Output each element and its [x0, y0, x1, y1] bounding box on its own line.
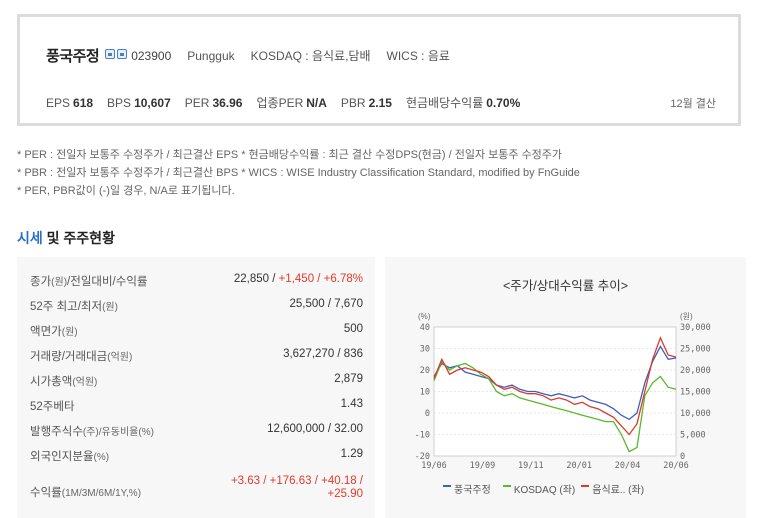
- metric-eps: EPS 618: [46, 96, 94, 110]
- company-name: 풍국주정: [46, 48, 100, 65]
- y-right-tick-label: 0: [680, 452, 685, 462]
- english-name: Pungguk: [187, 48, 235, 63]
- chart-title: <주가/상대수익률 추이>: [502, 279, 629, 293]
- section-title-rest: 및 주주현황: [46, 230, 115, 246]
- x-tick-label: 20/01: [566, 461, 592, 471]
- wics-sector: WICS : 음료: [386, 49, 450, 63]
- company-summary-box: 풍국주정 023900 Pungguk KOSDAQ : 음식료,담배 WICS…: [17, 14, 741, 126]
- table-row-returns: 수익률(1M/3M/6M/1Y,%) +3.63 / +176.63 / +40…: [30, 475, 363, 500]
- legend-swatch: [502, 484, 511, 487]
- x-tick-label: 19/11: [518, 461, 544, 471]
- legend-label: KOSDAQ (좌): [513, 485, 576, 496]
- y-left-tick-label: 30: [420, 345, 430, 355]
- market-data-table: 종가(원)/전일대비/수익률 22,850 / +1,450 / +6.78% …: [17, 257, 375, 518]
- footnote-pbr: * PBR : 전일자 보통주 수정주가 / 최근결산 BPS * WICS :…: [17, 167, 580, 179]
- y-right-tick-label: 20,000: [680, 366, 711, 376]
- legend-swatch: [443, 484, 451, 487]
- footnotes: * PER : 전일자 보통주 수정주가 / 최근결산 EPS * 현금배당수익…: [17, 146, 580, 200]
- table-row: 52주 최고/최저(원) 25,500 / 7,670: [30, 298, 363, 313]
- returns-value: +3.63 / +176.63 / +40.18 / +25.90: [230, 475, 363, 500]
- table-row: 종가(원)/전일대비/수익률 22,850 / +1,450 / +6.78%: [30, 273, 363, 288]
- footnote-na: * PER, PBR값이 (-)일 경우, N/A로 표기됩니다.: [17, 185, 235, 197]
- legend-label: 풍국주정: [454, 485, 491, 496]
- x-tick-label: 20/04: [615, 461, 641, 471]
- price-chart: 40 30 20 10 0 -10 -20 (%) 30,000 25,000 20,000 15,0…: [415, 312, 711, 471]
- report-icon[interactable]: [105, 48, 116, 59]
- series-line: [433, 336, 677, 436]
- y-left-tick-label: 10: [420, 388, 430, 398]
- section-title: 시세 및 주주현황: [17, 228, 115, 248]
- y-right-unit: (원): [680, 312, 693, 321]
- market-sector: KOSDAQ : 음식료,담배: [250, 49, 371, 63]
- price-chart-panel: <주가/상대수익률 추이> 40 30 20 10 0 -10 -20 (%) 30,000 25…: [385, 257, 746, 518]
- company-header-row: 풍국주정 023900 Pungguk KOSDAQ : 음식료,담배 WICS…: [46, 45, 450, 66]
- y-left-tick-label: -20: [415, 452, 430, 462]
- metric-pbr: PBR 2.15: [340, 96, 392, 110]
- table-row: 발행주식수(주)/유동비율(%) 12,600,000 / 32.00: [30, 423, 363, 438]
- footnote-per: * PER : 전일자 보통주 수정주가 / 최근결산 EPS * 현금배당수익…: [17, 149, 563, 161]
- y-right-tick-label: 5,000: [680, 431, 706, 441]
- legend-swatch: [581, 484, 590, 487]
- series-line: [433, 345, 677, 421]
- y-right-tick-label: 15,000: [680, 388, 711, 398]
- x-tick-label: 19/09: [470, 461, 496, 471]
- settlement-month: 12월 결산: [670, 98, 716, 110]
- stock-code: 023900: [131, 48, 172, 63]
- x-tick-label: 19/06: [421, 461, 447, 471]
- metric-bps: BPS 10,607: [107, 96, 171, 110]
- metric-industry-per: 업종PER N/A: [256, 96, 327, 110]
- table-row: 외국인지분율(%) 1.29: [30, 448, 363, 463]
- y-left-unit: (%): [418, 312, 431, 321]
- y-left-tick-label: 0: [425, 409, 430, 419]
- y-right-tick-label: 25,000: [680, 345, 711, 355]
- legend-label: 음식료.. (좌): [592, 485, 645, 496]
- table-row: 거래량/거래대금(억원) 3,627,270 / 836: [30, 348, 363, 363]
- metrics-row: EPS 618 BPS 10,607 PER 36.96 업종PER N/A PBR 2.…: [46, 94, 534, 111]
- y-left-tick-label: -10: [415, 431, 430, 441]
- table-row: 52주베타 1.43: [30, 398, 363, 413]
- metric-dividend-yield: 현금배당수익률 0.70%: [405, 96, 521, 110]
- series-line: [433, 360, 677, 453]
- table-row: 액면가(원) 500: [30, 323, 363, 338]
- chart-legend: 풍국주정 KOSDAQ (좌) 음식료.. (좌): [437, 481, 644, 496]
- calendar-icon[interactable]: [117, 48, 128, 59]
- x-tick-label: 20/06: [663, 461, 689, 471]
- metric-per: PER 36.96: [184, 96, 243, 110]
- price-change: +1,450 / +6.78%: [278, 273, 363, 285]
- section-title-highlight: 시세: [17, 230, 43, 246]
- y-right-tick-label: 30,000: [680, 323, 711, 333]
- table-row: 시가총액(억원) 2,879: [30, 373, 363, 388]
- y-left-tick-label: 20: [420, 366, 430, 376]
- y-right-tick-label: 10,000: [680, 409, 711, 419]
- y-left-tick-label: 40: [420, 323, 430, 333]
